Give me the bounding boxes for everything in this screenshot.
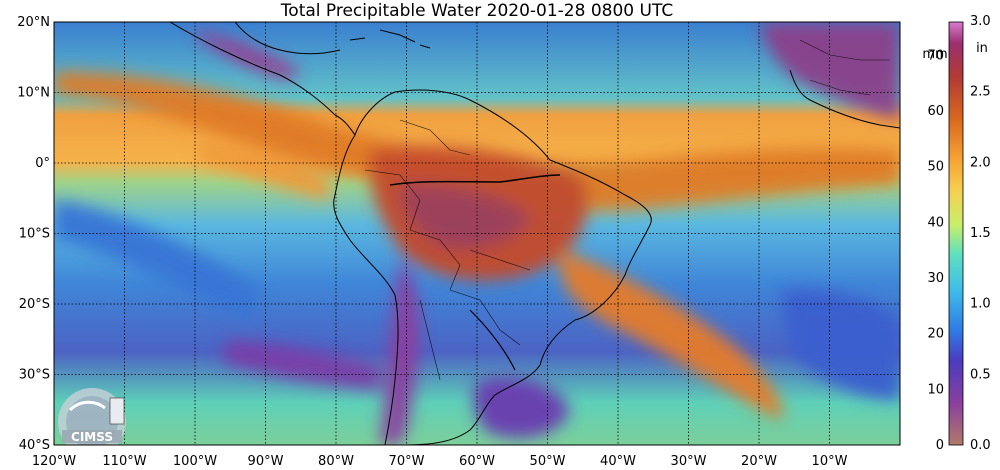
longitude-tick-label: 70°W — [389, 454, 425, 469]
cimss-logo-text: CIMSS — [71, 430, 113, 444]
longitude-tick-label: 90°W — [248, 454, 284, 469]
latitude-tick-label: 20°S — [19, 297, 50, 312]
colorbar-mm-tick: 40 — [927, 215, 944, 230]
colorbar-mm-tick: 10 — [927, 382, 944, 397]
colorbar-mm-tick: 50 — [927, 160, 944, 175]
colorbar-mm-tick: 70 — [927, 48, 944, 63]
map-frame — [53, 21, 901, 446]
longitude-tick-label: 80°W — [318, 454, 354, 469]
colorbar-scale — [948, 21, 964, 446]
longitude-tick-label: 110°W — [102, 454, 146, 469]
cimss-logo: CIMSS — [58, 388, 126, 445]
latitude-tick-label: 30°S — [19, 368, 50, 383]
latitude-tick-labels: 20°N 10°N 0° 10°S 20°S 30°S 40°S — [17, 15, 50, 453]
colorbar-in-tick: 2.5 — [970, 85, 991, 100]
latitude-tick-label: 40°S — [19, 438, 50, 453]
colorbar-in-tick: 1.5 — [970, 226, 991, 241]
longitude-tick-label: 30°W — [671, 454, 707, 469]
colorbar-in-tick: 0.5 — [970, 367, 991, 382]
latitude-tick-label: 10°S — [19, 227, 50, 242]
colorbar-in-tick: 2.0 — [970, 155, 991, 170]
colorbar-mm-unit: mm — [922, 47, 947, 62]
colorbar-mm-tick: 0 — [936, 438, 944, 453]
colorbar-mm-tick: 60 — [927, 104, 944, 119]
longitude-tick-label: 60°W — [459, 454, 495, 469]
colorbar-in-unit: in — [976, 41, 988, 56]
colorbar-in-ticks: 0.0 0.5 1.0 1.5 2.0 2.5 3.0 — [970, 14, 991, 453]
longitude-tick-label: 100°W — [173, 454, 217, 469]
colorbar-mm-ticks: 0 10 20 30 40 50 60 70 — [927, 48, 944, 453]
graticule-lines — [54, 22, 900, 445]
tpw-field: CIMSS — [54, 22, 900, 445]
latitude-tick-label: 20°N — [17, 15, 50, 30]
latitude-tick-label: 10°N — [17, 86, 50, 101]
colorbar-mm-tick: 20 — [927, 327, 944, 342]
colorbar-in-tick: 0.0 — [970, 438, 991, 453]
colorbar-in-tick: 3.0 — [970, 14, 991, 29]
colorbar-in-tick: 1.0 — [970, 297, 991, 312]
colorbar: 0 10 20 30 40 50 60 70 0.0 0.5 1.0 1.5 2.0 2.5 3.0 mm… — [922, 14, 990, 453]
longitude-tick-label: 20°W — [741, 454, 777, 469]
longitude-tick-labels: 120°W 110°W 100°W 90°W 80°W 70°W 60°W 50°W 40°W 3… — [32, 454, 848, 469]
longitude-tick-label: 120°W — [32, 454, 76, 469]
map-title: Total Precipitable Water 2020-01-28 0800… — [280, 1, 674, 21]
longitude-tick-label: 40°W — [600, 454, 636, 469]
colorbar-mm-tick: 30 — [927, 271, 944, 286]
coastlines — [169, 22, 900, 445]
longitude-tick-label: 10°W — [812, 454, 848, 469]
latitude-tick-label: 0° — [35, 156, 50, 171]
country-borders — [364, 39, 890, 381]
longitude-tick-label: 50°W — [530, 454, 566, 469]
